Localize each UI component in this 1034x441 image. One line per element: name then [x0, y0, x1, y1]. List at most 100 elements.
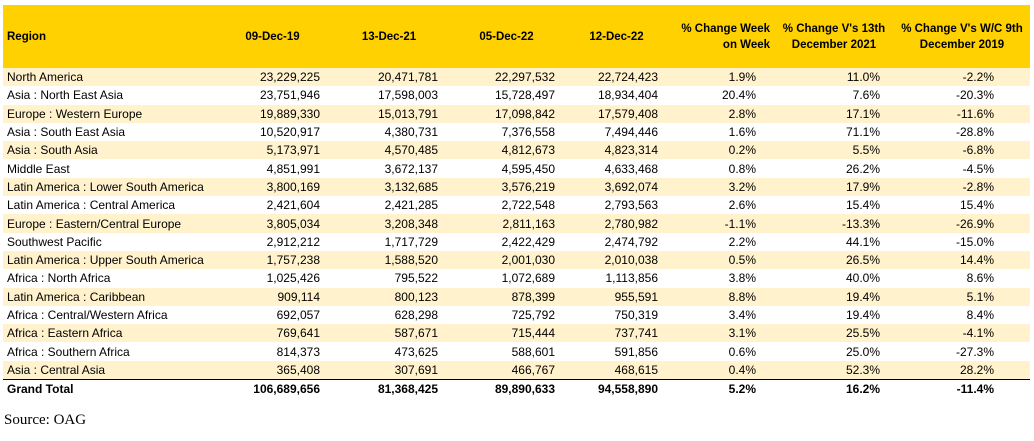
- cell-date-1: 909,114: [215, 287, 330, 306]
- cell-date-3: 2,422,429: [448, 232, 565, 251]
- cell-date-4: 2,010,038: [565, 250, 668, 270]
- cell-date-1: 5,173,971: [215, 141, 330, 160]
- header-date-4: 12-Dec-22: [565, 5, 668, 68]
- cell-pct-2021: 7.6%: [774, 86, 894, 105]
- table-row: Europe : Western Europe 19,889,330 15,013,…: [3, 104, 1030, 123]
- cell-pct-2019: 15.4%: [894, 196, 1030, 215]
- cell-date-2: 3,132,685: [330, 177, 448, 197]
- cell-region: Africa : North Africa: [3, 269, 215, 288]
- cell-pct-2021: 16.2%: [774, 378, 894, 398]
- cell-date-1: 106,689,656: [215, 378, 330, 398]
- table-row: Latin America : Caribbean 909,114 800,123 8…: [3, 287, 1030, 306]
- cell-pct-2021: 71.1%: [774, 122, 894, 142]
- cell-date-1: 769,641: [215, 324, 330, 343]
- cell-date-4: 3,692,074: [565, 177, 668, 197]
- cell-date-1: 10,520,917: [215, 122, 330, 142]
- cell-date-3: 17,098,842: [448, 104, 565, 123]
- cell-pct-2021: 26.5%: [774, 250, 894, 270]
- cell-pct-2019: -27.3%: [894, 342, 1030, 361]
- cell-pct-2019: 14.4%: [894, 250, 1030, 270]
- cell-region: Latin America : Lower South America: [3, 177, 215, 197]
- cell-pct-week: 0.5%: [668, 250, 774, 270]
- cell-date-3: 2,811,163: [448, 214, 565, 233]
- cell-pct-2019: -11.4%: [894, 378, 1030, 398]
- cell-pct-week: 0.4%: [668, 360, 774, 380]
- cell-date-3: 2,722,548: [448, 196, 565, 215]
- cell-date-4: 17,579,408: [565, 104, 668, 123]
- cell-region: North America: [3, 68, 215, 87]
- cell-pct-week: 3.1%: [668, 324, 774, 343]
- cell-pct-2019: 8.6%: [894, 269, 1030, 288]
- table-row: Asia : Central Asia 365,408 307,691 466,767…: [3, 360, 1030, 380]
- cell-pct-2021: 19.4%: [774, 305, 894, 325]
- cell-date-4: 468,615: [565, 360, 668, 380]
- table-row: Africa : Southern Africa 814,373 473,625 58…: [3, 342, 1030, 361]
- cell-pct-2019: -2.2%: [894, 68, 1030, 87]
- cell-date-4: 22,724,423: [565, 68, 668, 87]
- cell-date-1: 1,025,426: [215, 269, 330, 288]
- header-date-1: 09-Dec-19: [215, 5, 330, 68]
- cell-pct-2021: 25.0%: [774, 342, 894, 361]
- cell-date-3: 89,890,633: [448, 378, 565, 398]
- cell-pct-2021: 44.1%: [774, 232, 894, 251]
- cell-date-3: 1,072,689: [448, 269, 565, 288]
- table-row: Europe : Eastern/Central Europe 3,805,034…: [3, 214, 1030, 233]
- cell-region: Asia : South Asia: [3, 141, 215, 160]
- cell-date-4: 955,591: [565, 287, 668, 306]
- header-pct-2021: % Change V's 13th December 2021: [774, 5, 894, 68]
- cell-date-3: 7,376,558: [448, 122, 565, 142]
- source-note: Source: OAG: [4, 412, 87, 428]
- cell-date-2: 81,368,425: [330, 378, 448, 398]
- cell-date-3: 4,812,673: [448, 141, 565, 160]
- cell-date-4: 2,474,792: [565, 232, 668, 251]
- cell-date-3: 4,595,450: [448, 159, 565, 178]
- cell-pct-2019: -26.9%: [894, 214, 1030, 233]
- cell-pct-week: 0.8%: [668, 159, 774, 178]
- table-row: Africa : North Africa 1,025,426 795,522 1,0…: [3, 269, 1030, 288]
- cell-region: Asia : South East Asia: [3, 122, 215, 142]
- cell-pct-week: 0.6%: [668, 342, 774, 361]
- cell-pct-week: 3.8%: [668, 269, 774, 288]
- cell-date-2: 1,588,520: [330, 250, 448, 270]
- cell-date-4: 4,823,314: [565, 141, 668, 160]
- cell-date-3: 725,792: [448, 305, 565, 325]
- cell-pct-week: 3.4%: [668, 305, 774, 325]
- cell-pct-2019: -28.8%: [894, 122, 1030, 142]
- table-body: North America 23,229,225 20,471,781 22,297,…: [3, 68, 1030, 398]
- cell-date-3: 588,601: [448, 342, 565, 361]
- table-row: Latin America : Upper South America 1,757…: [3, 250, 1030, 270]
- cell-pct-2019: 8.4%: [894, 305, 1030, 325]
- cell-date-1: 692,057: [215, 305, 330, 325]
- cell-region: Africa : Eastern Africa: [3, 324, 215, 343]
- cell-pct-2021: 5.5%: [774, 141, 894, 160]
- cell-date-1: 19,889,330: [215, 104, 330, 123]
- cell-region: Asia : Central Asia: [3, 360, 215, 380]
- table-row: Asia : South Asia 5,173,971 4,570,485 4,812…: [3, 141, 1030, 160]
- cell-date-2: 3,208,348: [330, 214, 448, 233]
- cell-date-4: 1,113,856: [565, 269, 668, 288]
- cell-date-4: 94,558,890: [565, 378, 668, 398]
- header-date-3: 05-Dec-22: [448, 5, 565, 68]
- cell-date-1: 2,912,212: [215, 232, 330, 251]
- cell-pct-week: 0.2%: [668, 141, 774, 160]
- table-row: Latin America : Lower South America 3,800…: [3, 177, 1030, 197]
- cell-date-2: 1,717,729: [330, 232, 448, 251]
- cell-date-2: 4,380,731: [330, 122, 448, 142]
- cell-pct-2019: -4.5%: [894, 159, 1030, 178]
- cell-date-4: 2,780,982: [565, 214, 668, 233]
- table-row: Middle East 4,851,991 3,672,137 4,595,450 4,…: [3, 159, 1030, 178]
- cell-date-1: 814,373: [215, 342, 330, 361]
- cell-pct-2019: 5.1%: [894, 287, 1030, 306]
- cell-date-3: 15,728,497: [448, 86, 565, 105]
- table-row: North America 23,229,225 20,471,781 22,297,…: [3, 68, 1030, 87]
- cell-pct-2021: 19.4%: [774, 287, 894, 306]
- cell-pct-week: 1.9%: [668, 68, 774, 87]
- cell-date-2: 20,471,781: [330, 68, 448, 87]
- cell-date-2: 628,298: [330, 305, 448, 325]
- cell-pct-2021: 52.3%: [774, 360, 894, 380]
- cell-region: Southwest Pacific: [3, 232, 215, 251]
- cell-region: Middle East: [3, 159, 215, 178]
- cell-pct-week: -1.1%: [668, 214, 774, 233]
- capacity-table: Region 09-Dec-19 13-Dec-21 05-Dec-22 12-…: [3, 5, 1030, 398]
- cell-date-1: 1,757,238: [215, 250, 330, 270]
